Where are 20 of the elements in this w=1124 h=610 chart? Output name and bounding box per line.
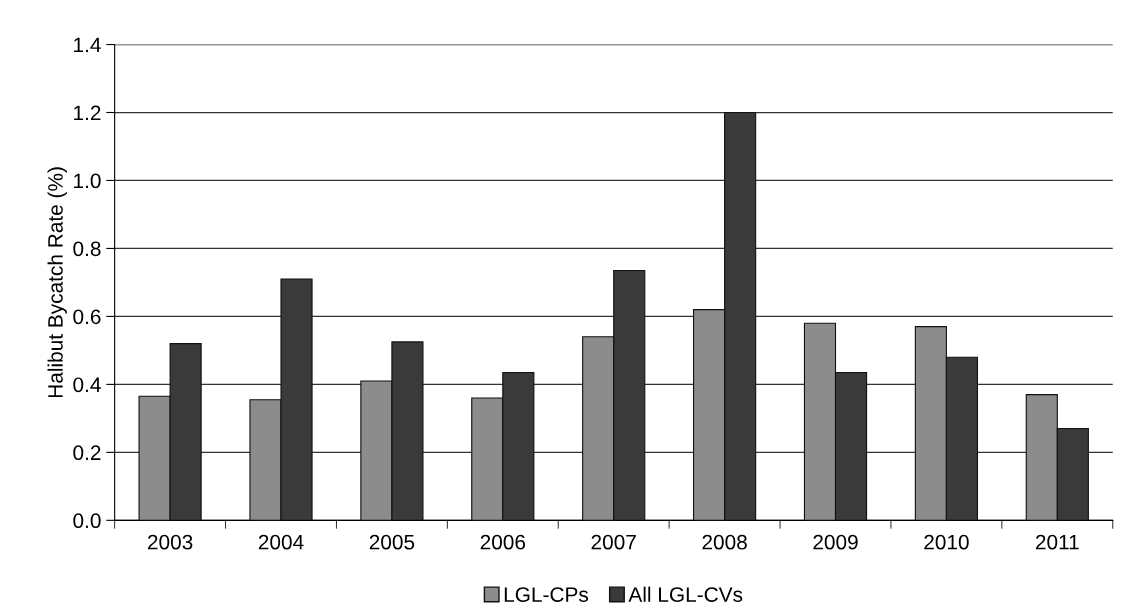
- y-tick-label: 0.2: [73, 445, 101, 461]
- y-tick-label: 0.8: [73, 241, 101, 257]
- legend-label: All LGL-CVs: [628, 586, 743, 602]
- x-tick-label: 2005: [369, 534, 415, 550]
- x-tick-label: 2011: [1035, 534, 1079, 550]
- y-axis-title: Halibut Bycatch Rate (%): [47, 167, 67, 398]
- y-tick-label: 1.2: [74, 105, 101, 121]
- y-tick-label: 1.0: [74, 173, 101, 189]
- x-tick-label: 2004: [258, 534, 304, 550]
- y-tick-label: 0.4: [73, 377, 101, 393]
- y-tick-label: 0.6: [73, 309, 101, 325]
- y-tick-label: 0.0: [73, 513, 101, 529]
- x-tick-label: 2006: [480, 534, 526, 550]
- y-tick-label: 1.4: [74, 37, 101, 53]
- x-tick-label: 2009: [813, 534, 858, 550]
- x-tick-label: 2007: [591, 534, 636, 550]
- x-tick-label: 2010: [924, 534, 969, 550]
- x-tick-label: 2008: [702, 534, 747, 550]
- legend-label: LGL-CPs: [504, 587, 589, 602]
- x-tick-label: 2003: [147, 534, 193, 550]
